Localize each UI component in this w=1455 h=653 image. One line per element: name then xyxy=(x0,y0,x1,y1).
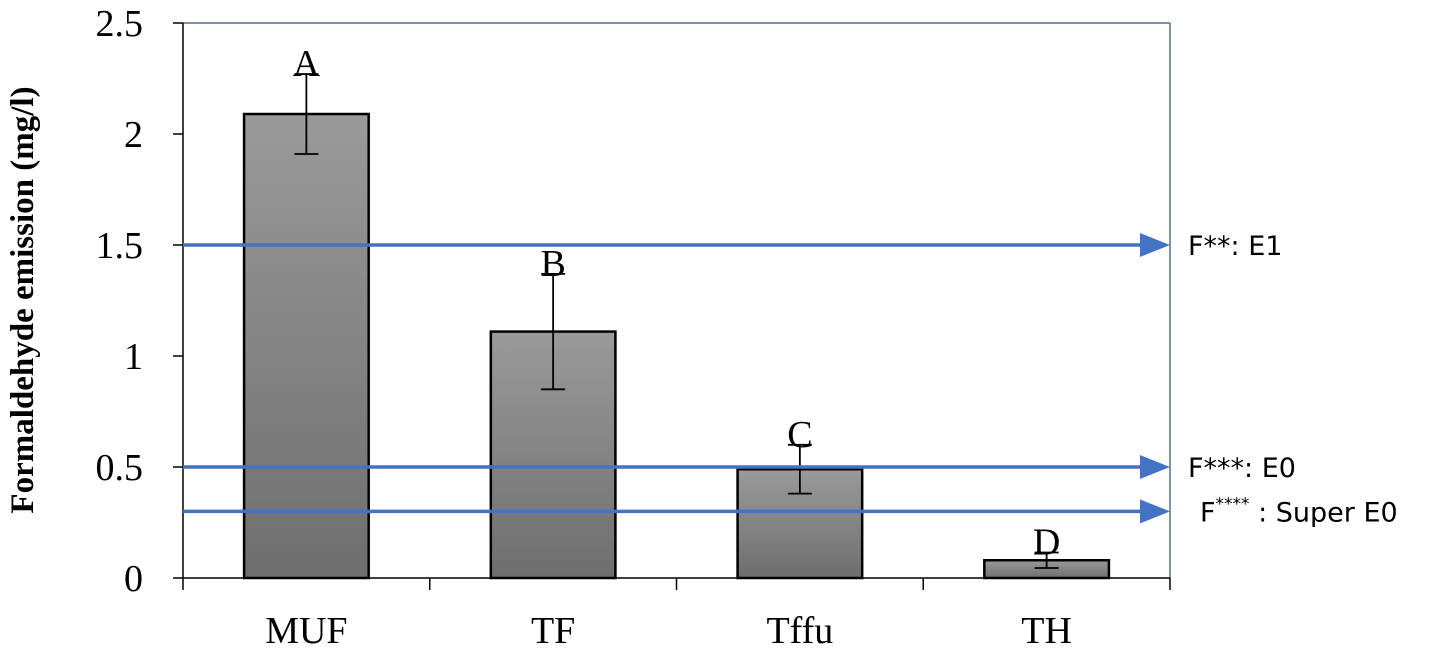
y-tick-label-0: 0 xyxy=(124,558,143,600)
significance-letters: A B C D xyxy=(293,43,1061,563)
error-bars xyxy=(294,73,1059,569)
y-tick-label-4: 2 xyxy=(124,114,143,156)
significance-letter-tf: B xyxy=(540,243,565,285)
x-tick-label-th: TH xyxy=(1021,610,1072,652)
significance-letter-tffu: C xyxy=(787,414,812,456)
reference-lines: F**: E1 F***: E0 F**** : Super E0 xyxy=(183,231,1398,528)
bars xyxy=(242,112,1111,580)
plot-area xyxy=(183,22,1171,578)
y-tick-label-2: 1 xyxy=(124,336,143,378)
reference-arrow-1 xyxy=(1140,455,1170,479)
reference-arrow-2 xyxy=(1140,499,1170,524)
reference-label-1: F***: E0 xyxy=(1188,453,1296,484)
x-tick-label-tffu: Tffu xyxy=(766,610,833,652)
significance-letter-muf: A xyxy=(293,43,321,85)
x-axis: MUF TF Tffu TH xyxy=(182,577,1171,652)
significance-letter-th: D xyxy=(1033,521,1060,563)
bar-muf xyxy=(242,112,370,580)
y-tick-label-1: 0.5 xyxy=(96,447,144,489)
x-tick-label-muf: MUF xyxy=(265,610,347,652)
y-tick-label-5: 2.5 xyxy=(96,3,144,45)
y-axis-label: Formaldehyde emission (mg/l) xyxy=(5,86,41,513)
y-tick-label-3: 1.5 xyxy=(96,225,144,267)
reference-arrow-0 xyxy=(1140,233,1170,257)
reference-label-0: F**: E1 xyxy=(1188,231,1282,262)
reference-label-2: F**** : Super E0 xyxy=(1200,494,1398,528)
y-axis: 0 0.5 1 1.5 2 2.5 xyxy=(96,3,184,600)
x-tick-label-tf: TF xyxy=(531,610,575,652)
